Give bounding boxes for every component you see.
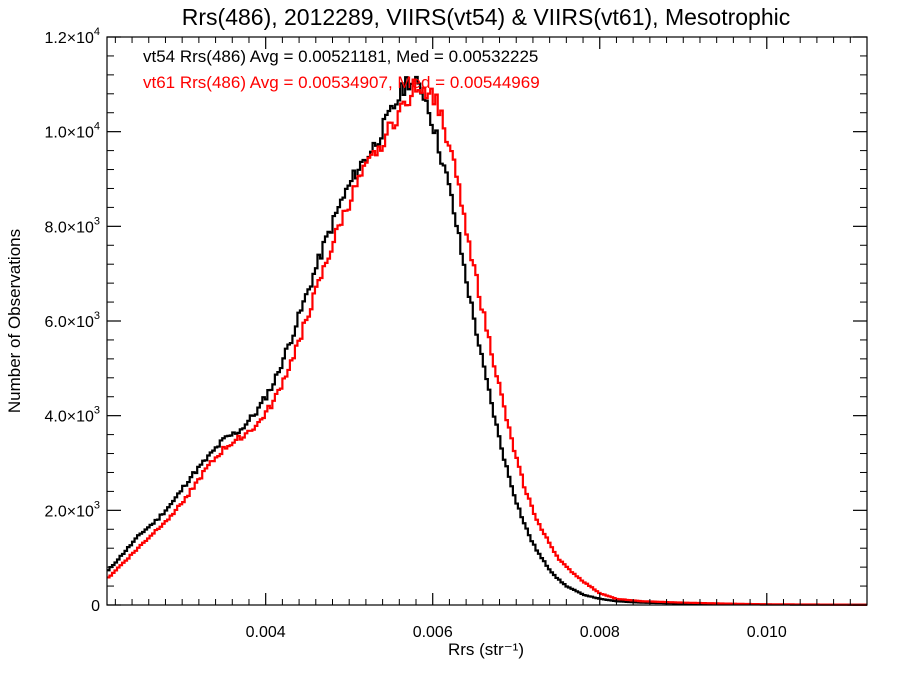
y-tick-exponent: 3 xyxy=(94,499,100,511)
y-tick-mantissa: 1.0×10 xyxy=(44,125,93,142)
x-axis-label: Rrs (str⁻¹) xyxy=(448,640,524,659)
y-tick-exponent: 3 xyxy=(94,215,100,227)
y-tick-exponent: 4 xyxy=(94,121,100,133)
legend: vt54 Rrs(486) Avg = 0.00521181, Med = 0.… xyxy=(143,47,540,92)
y-tick-mantissa: 0 xyxy=(91,598,100,615)
y-tick-mantissa: 1.2×10 xyxy=(44,30,93,47)
y-tick-exponent: 3 xyxy=(94,405,100,417)
y-tick-label: 6.0×103 xyxy=(44,310,100,331)
chart-title: Rrs(486), 2012289, VIIRS(vt54) & VIIRS(v… xyxy=(182,4,790,30)
y-axis-label: Number of Observations xyxy=(5,229,24,413)
y-tick-mantissa: 8.0×10 xyxy=(44,219,93,236)
y-tick-mantissa: 6.0×10 xyxy=(44,314,93,331)
legend-entry-vt54: vt54 Rrs(486) Avg = 0.00521181, Med = 0.… xyxy=(143,47,538,66)
y-tick-label: 0 xyxy=(91,598,100,615)
x-tick-label: 0.008 xyxy=(580,624,620,641)
y-tick-label: 2.0×103 xyxy=(44,499,100,520)
y-tick-exponent: 3 xyxy=(94,310,100,322)
y-tick-exponent: 4 xyxy=(94,26,100,38)
y-tick-mantissa: 4.0×10 xyxy=(44,409,93,426)
legend-entry-vt61: vt61 Rrs(486) Avg = 0.00534907, Med = 0.… xyxy=(143,73,540,92)
plot-frame xyxy=(106,36,868,606)
series-line-vt61 xyxy=(107,78,868,606)
series-line-vt54 xyxy=(107,75,867,606)
y-tick-label: 1.0×104 xyxy=(44,121,100,142)
y-tick-label: 4.0×103 xyxy=(44,405,100,426)
x-tick-label: 0.004 xyxy=(246,624,286,641)
x-tick-label: 0.010 xyxy=(747,624,787,641)
series-layer xyxy=(107,75,868,606)
y-tick-mantissa: 2.0×10 xyxy=(44,503,93,520)
x-tick-label: 0.006 xyxy=(413,624,453,641)
y-tick-label: 1.2×104 xyxy=(44,26,100,47)
axes-layer: 0.004 0.006 0.008 0.01002.0×1034.0×1036.0×1… xyxy=(44,26,868,641)
y-tick-label: 8.0×103 xyxy=(44,215,100,236)
